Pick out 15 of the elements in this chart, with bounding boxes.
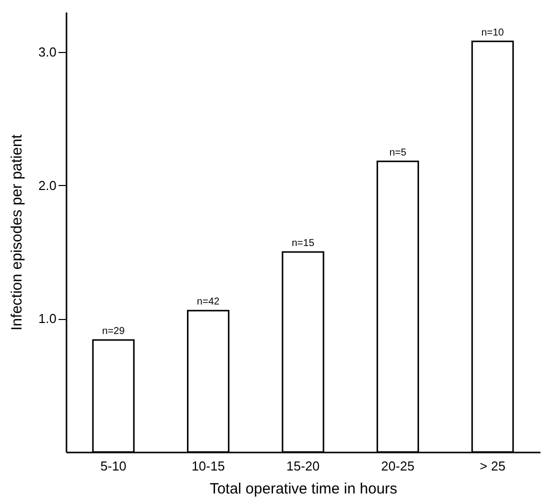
x-tick-label: 5-10 (100, 458, 126, 474)
x-tick-label: 10-15 (192, 458, 225, 474)
annotation: n=42 (196, 296, 220, 308)
x-tick-label: 15-20 (286, 458, 320, 474)
x-tick-label: > 25 (480, 458, 506, 474)
x-axis-title: Total operative time in hours (210, 480, 398, 498)
annotation: n=15 (292, 238, 315, 249)
y-tick-label: 1.0 (38, 311, 56, 326)
annotation: n=29 (102, 326, 126, 337)
x-tick-label: 20-25 (381, 458, 414, 474)
annotation: n=5 (389, 147, 407, 158)
annotation: n=10 (481, 27, 504, 38)
y-axis-title: Infection episodes per patient (8, 134, 26, 330)
y-tick-label: 2.0 (38, 178, 56, 193)
y-tick-label: 3.0 (38, 44, 56, 60)
